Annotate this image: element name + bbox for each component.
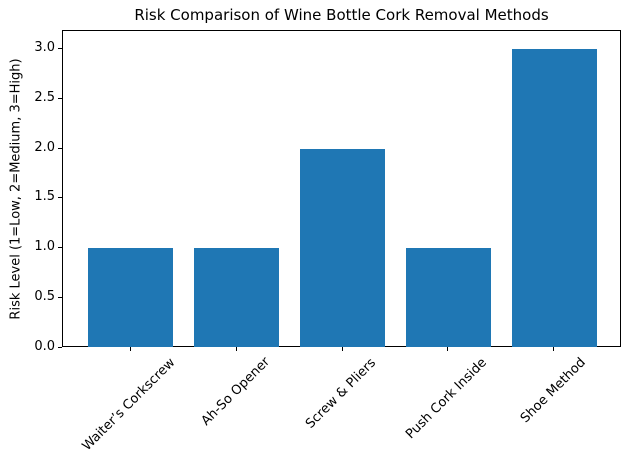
bar-1 [88,248,174,347]
bar-2 [194,248,279,347]
y-tick-mark [58,47,62,49]
y-tick-label: 1.5 [34,189,55,205]
y-tick-mark [58,97,62,99]
y-axis-label: Risk Level (1=Low, 2=Medium, 3=High) [8,57,24,320]
x-tick-mark [129,347,131,351]
bar-5 [511,48,597,347]
y-tick-label: 3.0 [34,39,55,55]
y-tick-mark [58,247,62,249]
x-tick-label: Screw & Pliers [302,355,380,432]
y-tick-label: 2.5 [34,89,55,105]
x-tick-mark [341,347,343,351]
x-tick-label: Waiter’s Corkscrew [79,355,179,454]
y-tick-mark [58,147,62,149]
y-tick-label: 1.0 [34,239,55,255]
y-tick-mark [58,347,62,348]
x-tick-label: Ah-So Opener [198,354,273,430]
bar-4 [406,248,491,347]
y-tick-label: 2.0 [34,139,55,155]
x-tick-mark [447,347,449,351]
chart-title: Risk Comparison of Wine Bottle Cork Remo… [134,6,549,24]
y-tick-label: 0.0 [34,339,55,354]
x-tick-mark [553,347,555,351]
y-tick-label: 0.5 [34,289,55,305]
plot-area [62,30,621,347]
bar-3 [300,148,385,347]
y-tick-mark [58,197,62,199]
x-tick-mark [235,347,237,351]
x-tick-label: Shoe Method [517,354,589,426]
x-tick-label: Push Cork Inside [403,355,491,442]
y-tick-mark [58,297,62,299]
